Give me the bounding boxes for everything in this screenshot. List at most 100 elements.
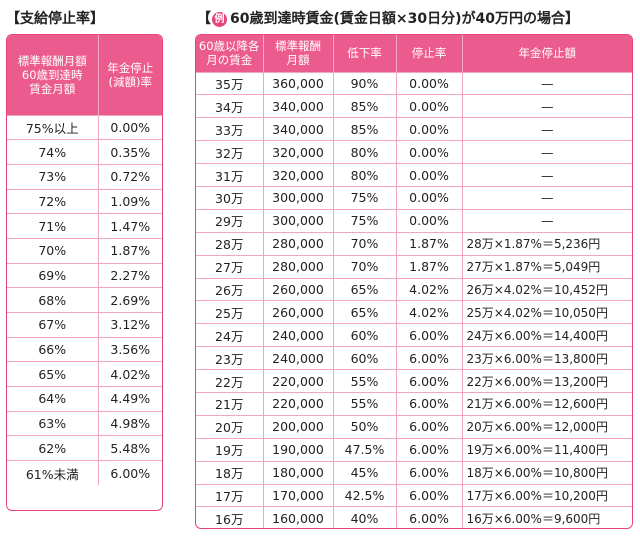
wage-ratio-cell: 61%未満 — [7, 460, 99, 486]
amount-formula: 18万×6.00%＝ — [466, 466, 554, 481]
pension-stop-amount-cell: 24万×6.00%＝14,400円 — [462, 323, 632, 347]
monthly-wage-cell: 29万 — [196, 208, 264, 233]
standard-remuneration-cell: 240,000 — [263, 346, 334, 370]
table-row: 25万 260,000 65% 4.02% 25万×4.02%＝10,050円 — [196, 300, 632, 324]
suspension-rate-table-box: 標準報酬月額 60歳到達時 賃金月額 年金停止 (減額)率 75%以上 0.00% 74% 0… — [6, 34, 163, 511]
stop-rate-cell: 6.00% — [396, 460, 463, 485]
monthly-wage-cell: 23万 — [196, 346, 264, 370]
decline-rate-cell: 40% — [333, 506, 397, 528]
standard-remuneration-cell: 300,000 — [263, 185, 334, 210]
decline-rate-cell: 80% — [333, 140, 397, 164]
table-row: 20万 200,000 50% 6.00% 20万×6.00%＝12,000円 — [196, 414, 632, 439]
amount-result: 12,600円 — [553, 397, 608, 412]
table-row: 21万 220,000 55% 6.00% 21万×6.00%＝12,600円 — [196, 391, 632, 416]
stop-rate-cell: 6.00% — [396, 506, 463, 528]
table-row: 63% 4.98% — [7, 410, 162, 436]
amount-result: 13,200円 — [553, 374, 608, 389]
standard-remuneration-cell: 240,000 — [263, 323, 334, 347]
decline-rate-cell: 60% — [333, 323, 397, 347]
wage-ratio-cell: 73% — [7, 163, 99, 190]
wage-ratio-cell: 66% — [7, 336, 99, 362]
pension-stop-amount-cell: 23万×6.00%＝13,800円 — [462, 346, 632, 370]
table-header-row: 標準報酬月額 60歳到達時 賃金月額 年金停止 (減額)率 — [7, 35, 162, 115]
stop-rate-cell: 6.00% — [98, 460, 162, 486]
standard-remuneration-cell: 340,000 — [263, 94, 334, 118]
decline-rate-cell: 80% — [333, 163, 397, 187]
monthly-wage-cell: 32万 — [196, 140, 264, 164]
table-row: 16万 160,000 40% 6.00% 16万×6.00%＝9,600円 — [196, 506, 632, 528]
decline-rate-cell: 65% — [333, 277, 397, 301]
decline-rate-cell: 70% — [333, 254, 397, 279]
amount-formula: 16万×6.00%＝ — [466, 512, 554, 527]
example-calculation-table: 60歳以降各 月の賃金 標準報酬 月額 低下率 停止率 年金停止額 35万 360,000 90… — [196, 35, 632, 528]
stop-rate-cell: 3.56% — [98, 336, 162, 362]
pension-stop-amount-cell: 19万×6.00%＝11,400円 — [462, 437, 632, 462]
column-header: 低下率 — [333, 35, 397, 72]
stop-rate-cell: 0.00% — [98, 114, 162, 140]
decline-rate-cell: 50% — [333, 414, 397, 439]
stop-rate-cell: 0.00% — [396, 163, 463, 187]
column-header: 標準報酬月額 60歳到達時 賃金月額 — [7, 35, 99, 115]
table-row: 28万 280,000 70% 1.87% 28万×1.87%＝5,236円 — [196, 231, 632, 256]
amount-result: 5,236円 — [553, 237, 601, 252]
column-header-line: 標準報酬 — [275, 39, 321, 54]
standard-remuneration-cell: 300,000 — [263, 208, 334, 233]
pension-stop-amount-cell: 28万×1.87%＝5,236円 — [462, 231, 632, 256]
table-row: 22万 220,000 55% 6.00% 22万×6.00%＝13,200円 — [196, 369, 632, 393]
stop-rate-cell: 2.69% — [98, 287, 162, 313]
amount-formula: 20万×6.00%＝ — [466, 420, 554, 435]
standard-remuneration-cell: 340,000 — [263, 117, 334, 141]
stop-rate-cell: 1.47% — [98, 213, 162, 239]
wage-ratio-cell: 69% — [7, 262, 99, 288]
amount-result: 13,800円 — [553, 351, 608, 366]
stop-rate-cell: 6.00% — [396, 323, 463, 347]
stop-rate-cell: 2.27% — [98, 262, 162, 288]
amount-formula: 19万×6.00%＝ — [466, 443, 554, 458]
monthly-wage-cell: 27万 — [196, 254, 264, 279]
standard-remuneration-cell: 320,000 — [263, 163, 334, 187]
table-row: 34万 340,000 85% 0.00% — — [196, 94, 632, 118]
decline-rate-cell: 90% — [333, 71, 397, 95]
amount-result: 9,600円 — [553, 512, 601, 527]
stop-rate-cell: 1.87% — [396, 254, 463, 279]
pension-stop-amount-cell: — — [462, 163, 632, 187]
monthly-wage-cell: 18万 — [196, 460, 264, 485]
title-bracket: 【 — [197, 11, 211, 27]
wage-ratio-cell: 68% — [7, 287, 99, 313]
monthly-wage-cell: 30万 — [196, 185, 264, 210]
stop-rate-cell: 0.72% — [98, 163, 162, 190]
wage-ratio-cell: 67% — [7, 312, 99, 338]
table-row: 17万 170,000 42.5% 6.00% 17万×6.00%＝10,200円 — [196, 483, 632, 507]
table-row: 18万 180,000 45% 6.00% 18万×6.00%＝10,800円 — [196, 460, 632, 485]
table-row: 30万 300,000 75% 0.00% — — [196, 185, 632, 210]
wage-ratio-cell: 72% — [7, 188, 99, 214]
table-row: 69% 2.27% — [7, 262, 162, 288]
monthly-wage-cell: 20万 — [196, 414, 264, 439]
amount-result: 12,000円 — [553, 420, 608, 435]
standard-remuneration-cell: 260,000 — [263, 300, 334, 324]
column-header: 60歳以降各 月の賃金 — [196, 35, 264, 72]
table-row: 67% 3.12% — [7, 312, 162, 338]
stop-rate-cell: 0.00% — [396, 94, 463, 118]
amount-result: 10,200円 — [553, 488, 608, 503]
right-table-title: 【例 60歳到達時賃金(賃金日額×30日分)が40万円の場合】 — [197, 8, 579, 28]
stop-rate-cell: 1.87% — [396, 231, 463, 256]
wage-ratio-cell: 63% — [7, 410, 99, 436]
amount-result: 14,400円 — [553, 328, 608, 343]
stop-rate-cell: 6.00% — [396, 369, 463, 393]
table-header-row: 60歳以降各 月の賃金 標準報酬 月額 低下率 停止率 年金停止額 — [196, 35, 632, 72]
stop-rate-cell: 4.98% — [98, 410, 162, 436]
table-row: 32万 320,000 80% 0.00% — — [196, 140, 632, 164]
monthly-wage-cell: 31万 — [196, 163, 264, 187]
pension-stop-amount-cell: — — [462, 71, 632, 95]
wage-ratio-cell: 62% — [7, 435, 99, 461]
decline-rate-cell: 70% — [333, 231, 397, 256]
column-header-line: 賃金月額 — [29, 81, 76, 96]
amount-formula: 26万×4.02%＝ — [466, 282, 554, 297]
table-row: 64% 4.49% — [7, 386, 162, 412]
table-row: 74% 0.35% — [7, 139, 162, 165]
pension-stop-amount-cell: — — [462, 208, 632, 233]
amount-formula: 22万×6.00%＝ — [466, 374, 554, 389]
pension-stop-amount-cell: 21万×6.00%＝12,600円 — [462, 391, 632, 416]
standard-remuneration-cell: 280,000 — [263, 254, 334, 279]
